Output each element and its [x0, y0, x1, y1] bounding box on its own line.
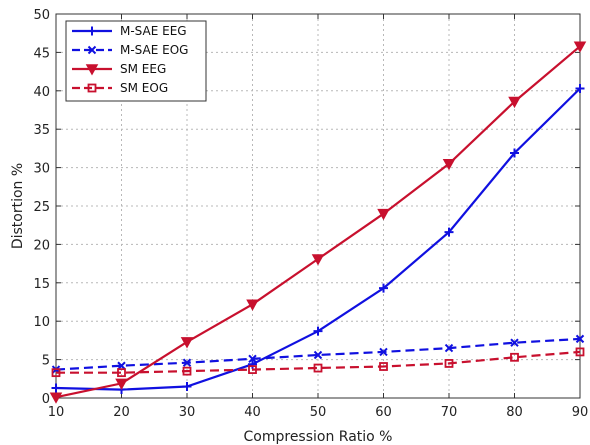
data-point — [573, 41, 587, 53]
legend-marker — [87, 83, 97, 93]
series-line-m-sae-eog — [55, 337, 581, 371]
data-point — [575, 83, 585, 93]
y-tick-label: 0 — [42, 392, 50, 407]
legend-label: SM EOG — [120, 81, 168, 95]
series-sm-eog — [51, 347, 585, 378]
legend-marker — [87, 45, 97, 55]
data-point — [313, 326, 323, 336]
series-m-sae-eog — [51, 334, 585, 374]
data-point — [510, 338, 519, 347]
data-point — [575, 347, 585, 357]
data-point — [49, 392, 63, 404]
x-tick-label: 50 — [310, 405, 327, 420]
data-point — [444, 227, 454, 237]
x-tick-label: 20 — [113, 405, 130, 420]
x-tick-label: 80 — [506, 405, 523, 420]
x-tick-label: 40 — [244, 405, 261, 420]
series-sm-eeg — [49, 41, 587, 404]
y-tick-label: 20 — [33, 238, 50, 253]
legend-item-m-sae-eog: M-SAE EOG — [72, 43, 188, 57]
y-tick-label: 5 — [42, 354, 50, 369]
legend-item-m-sae-eeg: M-SAE EEG — [72, 24, 187, 38]
y-tick-label: 40 — [33, 85, 50, 100]
data-point — [180, 337, 194, 349]
x-axis-title: Compression Ratio % — [244, 429, 393, 445]
data-point — [115, 378, 128, 390]
data-point — [248, 354, 257, 364]
y-tick-label: 15 — [33, 277, 50, 292]
data-point — [510, 352, 519, 362]
data-point — [248, 365, 257, 374]
y-tick-label: 10 — [33, 315, 50, 330]
series-line-sm-eog — [56, 350, 581, 374]
data-point — [182, 358, 192, 367]
legend-label: SM EEG — [120, 62, 166, 76]
data-point — [182, 366, 192, 376]
legend-label: M-SAE EOG — [120, 43, 188, 57]
data-point — [182, 381, 192, 391]
y-tick-label: 30 — [33, 162, 50, 177]
series-m-sae-eeg — [51, 83, 585, 395]
data-point — [51, 368, 61, 378]
x-tick-label: 30 — [179, 405, 196, 420]
y-axis: 0 5 10 15 20 25 30 35 40 45 50 — [33, 8, 580, 407]
data-point — [313, 350, 323, 360]
y-tick-label: 50 — [33, 8, 50, 23]
legend-marker — [87, 26, 97, 36]
legend-item-sm-eeg: SM EEG — [72, 62, 166, 76]
y-tick-label: 35 — [33, 123, 50, 138]
x-tick-label: 70 — [441, 405, 458, 420]
legend: M-SAE EEG M-SAE EOG SM EEG SM EOG — [65, 20, 207, 102]
x-tick-label: 60 — [375, 405, 392, 420]
data-point — [510, 148, 519, 158]
legend-label: M-SAE EEG — [120, 24, 187, 38]
data-point — [442, 159, 456, 171]
data-point — [379, 283, 388, 293]
data-point — [248, 359, 257, 369]
data-point — [444, 359, 454, 368]
data-point — [575, 334, 585, 344]
legend-item-sm-eog: SM EOG — [72, 81, 168, 95]
y-tick-label: 25 — [33, 200, 50, 215]
legend-marker — [85, 64, 99, 76]
data-point — [313, 363, 323, 373]
data-point — [51, 383, 61, 393]
series-group — [49, 41, 587, 404]
data-point — [508, 96, 521, 109]
y-tick-label: 45 — [33, 46, 50, 61]
data-point — [379, 362, 388, 371]
data-point — [117, 368, 126, 378]
data-point — [444, 343, 454, 353]
data-point — [246, 299, 259, 311]
data-point — [311, 254, 325, 266]
data-point — [117, 361, 126, 370]
y-axis-title: Distortion % — [10, 163, 26, 249]
x-tick-label: 10 — [48, 405, 65, 420]
x-tick-label: 90 — [572, 405, 589, 420]
data-point — [379, 347, 388, 357]
data-point — [377, 208, 390, 221]
